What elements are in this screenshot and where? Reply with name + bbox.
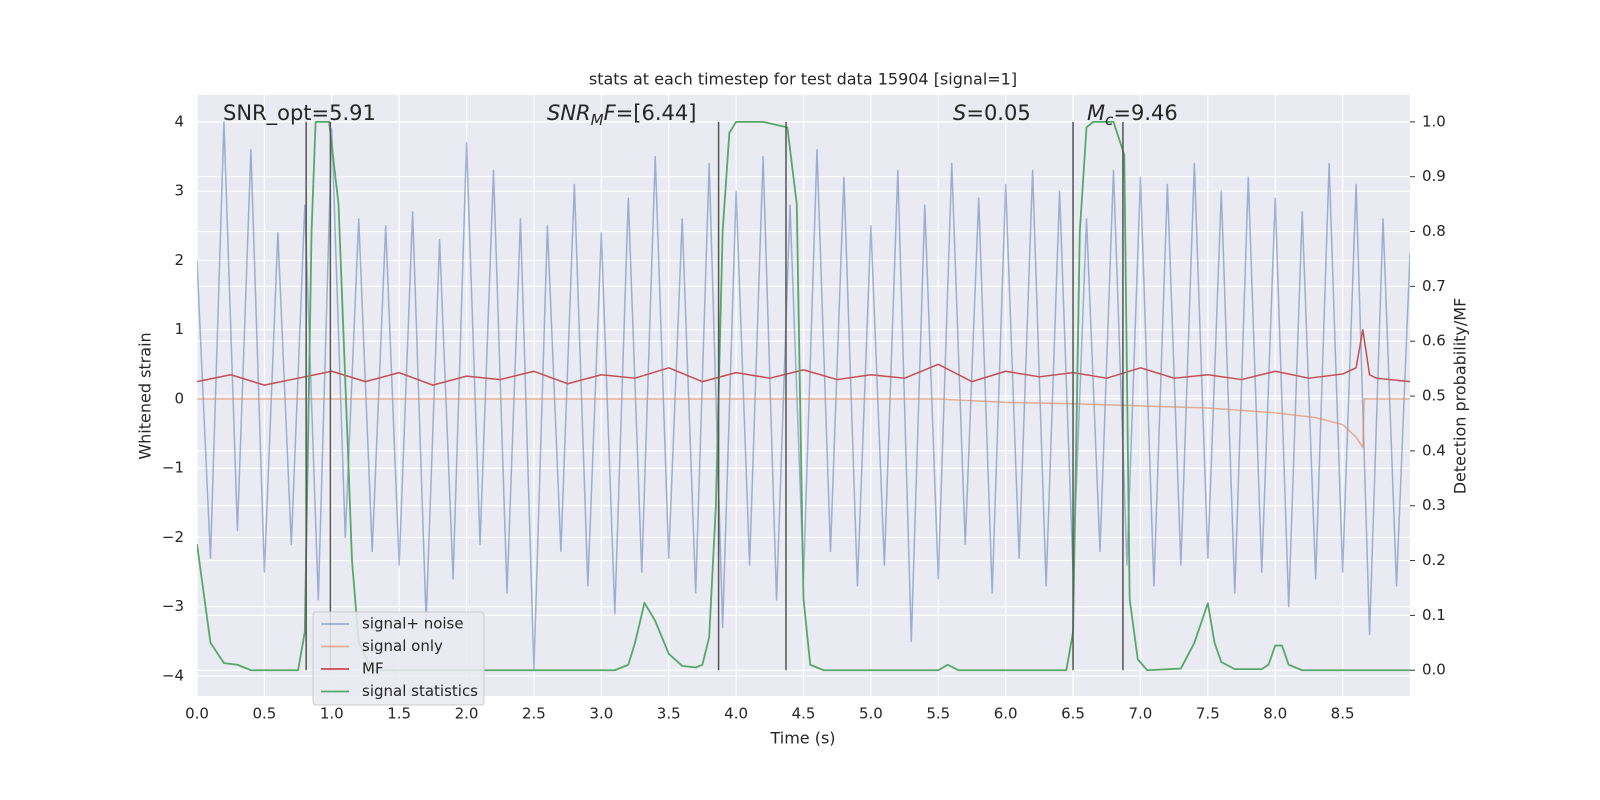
legend: signal+ noise signal only MF signal statist… <box>312 611 485 706</box>
annotation: Mc=9.46 <box>1087 101 1178 129</box>
legend-label: signal+ noise <box>362 615 464 633</box>
annotation-part: =0.05 <box>966 101 1030 125</box>
annotation: SNR_opt=5.91 <box>223 101 376 126</box>
annotation-part: SNR <box>547 101 591 125</box>
y-tick-label: −1 <box>162 459 184 477</box>
x-tick-label: 8.0 <box>1263 705 1287 723</box>
y2-tick-label: 0.9 <box>1422 167 1446 185</box>
y2-tick-label: 0.3 <box>1422 496 1446 514</box>
chart-title: stats at each timestep for test data 159… <box>589 70 1017 89</box>
x-tick-label: 4.5 <box>792 705 816 723</box>
x-axis-label: Time (s) <box>769 729 835 748</box>
x-tick-label: 3.0 <box>589 705 613 723</box>
y2-axis-label: Detection probability/MF <box>1451 298 1470 495</box>
y-tick-label: 1 <box>174 320 184 338</box>
y2-tick-label: 0.8 <box>1422 222 1446 240</box>
y2-tick-label: 1.0 <box>1422 112 1446 130</box>
y-tick-label: −4 <box>162 666 184 684</box>
y2-tick-label: 0.0 <box>1422 661 1446 679</box>
y2-tick-label: 0.2 <box>1422 551 1446 569</box>
annotation: S=0.05 <box>953 101 1031 125</box>
x-tick-label: 1.0 <box>320 705 344 723</box>
y-tick-label: 0 <box>174 389 184 407</box>
marks <box>197 120 1410 672</box>
x-tick-label: 3.5 <box>657 705 681 723</box>
annotation-part: M <box>1087 101 1105 125</box>
x-tick-label: 6.5 <box>1061 705 1085 723</box>
y2-tick-label: 0.7 <box>1422 277 1446 295</box>
series-line <box>197 398 1410 449</box>
y2-tick-label: 0.6 <box>1422 332 1446 350</box>
x-tick-label: 2.5 <box>522 705 546 723</box>
y2-tick-label: 0.4 <box>1422 441 1446 459</box>
x-tick-label: 8.5 <box>1331 705 1355 723</box>
annotation-part: S <box>953 101 966 125</box>
legend-box <box>312 611 485 706</box>
legend-label: MF <box>362 660 384 678</box>
annotation-part: M <box>591 111 604 129</box>
x-tick-label: 6.0 <box>994 705 1018 723</box>
y-tick-label: 2 <box>174 251 184 269</box>
x-tick-label: 5.5 <box>926 705 950 723</box>
y2-tick-label: 0.1 <box>1422 606 1446 624</box>
legend-label: signal statistics <box>362 682 478 700</box>
y-axis-label: Whitened strain <box>136 332 155 459</box>
legend-label: signal only <box>362 637 443 655</box>
annotation-part: F <box>604 101 617 125</box>
x-tick-label: 2.0 <box>455 705 479 723</box>
annotation: SNRMF=[6.44] <box>547 101 696 129</box>
annotation-part: =9.46 <box>1113 101 1177 125</box>
series-line <box>197 328 1410 386</box>
x-tick-label: 1.5 <box>387 705 411 723</box>
x-tick-label: 7.0 <box>1129 705 1153 723</box>
annotation-part: =[6.44] <box>616 101 697 125</box>
x-tick-label: 7.5 <box>1196 705 1220 723</box>
x-tick-label: 5.0 <box>859 705 883 723</box>
y-tick-label: 3 <box>174 182 184 200</box>
y2-tick-label: 0.5 <box>1422 387 1446 405</box>
x-tick-label: 0.0 <box>185 705 209 723</box>
annotation-part: SNR_opt=5.91 <box>223 101 376 126</box>
y-tick-label: −3 <box>162 597 184 615</box>
x-tick-label: 0.5 <box>252 705 276 723</box>
y-tick-label: −2 <box>162 528 184 546</box>
labels: 0.0 0.5 1.0 1.5 2.0 2.5 3.0 3.5 4.0 4.5 5.0 5.5 6.0 6… <box>162 101 1446 723</box>
annotation-part: c <box>1105 111 1114 129</box>
y-tick-label: 4 <box>174 113 184 131</box>
x-tick-label: 4.0 <box>724 705 748 723</box>
